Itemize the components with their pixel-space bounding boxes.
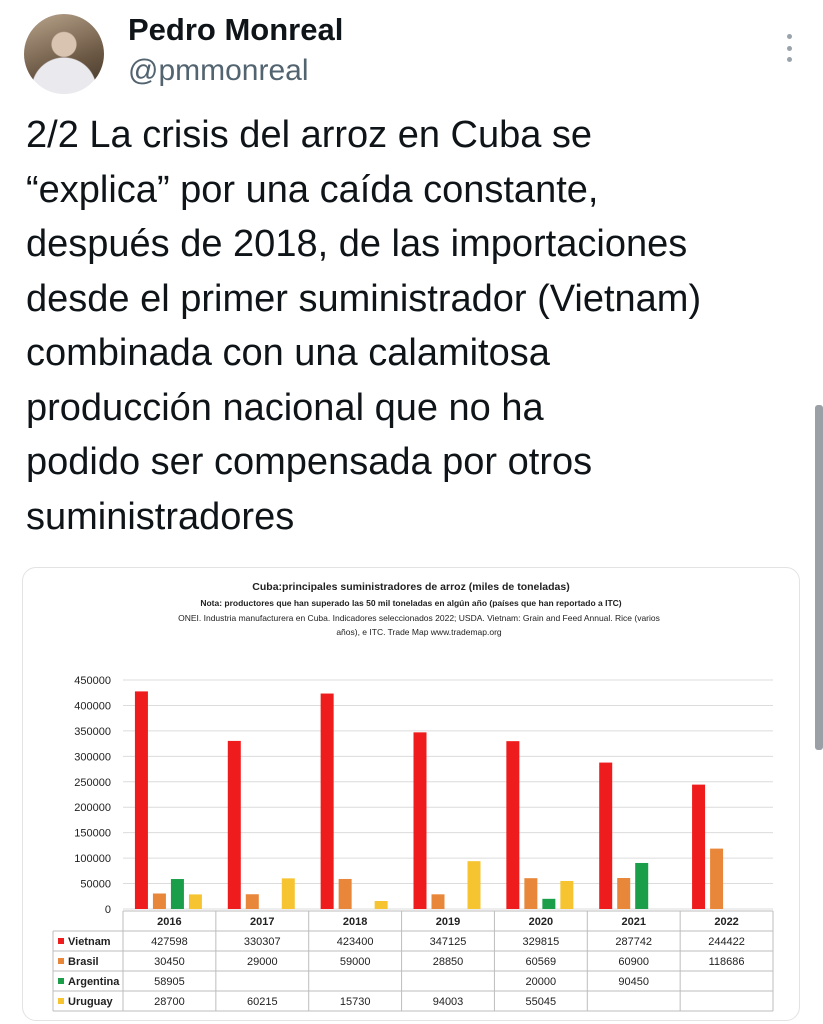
x-tick-label: 2021 bbox=[621, 916, 645, 928]
data-label: 118686 bbox=[709, 956, 745, 968]
legend-label-brasil: Brasil bbox=[68, 956, 99, 968]
more-dot bbox=[786, 34, 792, 39]
data-label: 28850 bbox=[433, 956, 464, 968]
tweet-line: desde el primer suministrador (Vietnam) bbox=[26, 277, 702, 320]
author-handle[interactable]: @pmmonreal bbox=[128, 54, 309, 87]
data-label: 30450 bbox=[154, 956, 185, 968]
legend-label-uruguay: Uruguay bbox=[68, 996, 114, 1008]
data-label: 427598 bbox=[151, 936, 188, 948]
data-label: 55045 bbox=[526, 996, 557, 1008]
data-label: 29000 bbox=[247, 956, 278, 968]
tweet-text: 2/2 La crisis del arroz en Cuba se “expl… bbox=[26, 108, 796, 544]
data-label: 423400 bbox=[337, 936, 374, 948]
y-tick-label: 350000 bbox=[74, 726, 111, 738]
bar-brasil-2016 bbox=[152, 893, 166, 909]
data-label: 59000 bbox=[340, 956, 371, 968]
x-tick-label: 2019 bbox=[436, 916, 460, 928]
y-tick-label: 150000 bbox=[74, 828, 111, 840]
author-name[interactable]: Pedro Monreal bbox=[128, 12, 344, 47]
bar-argentina-2020 bbox=[542, 898, 556, 909]
bar-vietnam-2017 bbox=[227, 740, 241, 909]
data-label: 20000 bbox=[526, 976, 557, 988]
scrollbar[interactable] bbox=[815, 405, 823, 750]
tweet-line: combinada con una calamitosa bbox=[26, 332, 550, 374]
data-label: 287742 bbox=[615, 936, 652, 948]
y-tick-label: 0 bbox=[105, 904, 111, 916]
data-label: 28700 bbox=[154, 996, 185, 1008]
bar-brasil-2020 bbox=[524, 878, 538, 909]
chart-title: Cuba:principales suministradores de arro… bbox=[252, 581, 569, 593]
x-tick-label: 2018 bbox=[343, 916, 367, 928]
data-label: 90450 bbox=[618, 976, 649, 988]
bar-vietnam-2019 bbox=[413, 732, 427, 909]
x-tick-label: 2022 bbox=[714, 916, 738, 928]
tweet-line: 2/2 La crisis del arroz en Cuba se bbox=[26, 114, 593, 156]
chart-note: Nota: productores que han superado las 5… bbox=[200, 598, 621, 608]
data-label: 58905 bbox=[154, 976, 185, 988]
legend-swatch-argentina bbox=[58, 978, 64, 984]
bar-vietnam-2020 bbox=[506, 741, 520, 909]
legend-label-vietnam: Vietnam bbox=[68, 936, 111, 948]
bar-uruguay-2018 bbox=[374, 900, 388, 909]
x-tick-label: 2016 bbox=[157, 916, 181, 928]
chart-source-2: años), e ITC. Trade Map www.trademap.org bbox=[336, 627, 502, 637]
legend-label-argentina: Argentina bbox=[68, 976, 120, 988]
data-label: 347125 bbox=[430, 936, 467, 948]
bar-brasil-2021 bbox=[617, 878, 631, 909]
bar-argentina-2016 bbox=[170, 879, 184, 909]
y-tick-label: 50000 bbox=[80, 879, 111, 891]
legend-swatch-uruguay bbox=[58, 998, 64, 1004]
x-tick-label: 2017 bbox=[250, 916, 274, 928]
tweet-line: “explica” por una caída constante, bbox=[26, 168, 599, 211]
y-tick-label: 400000 bbox=[74, 700, 111, 712]
data-label: 244422 bbox=[708, 936, 745, 948]
data-label: 15730 bbox=[340, 996, 371, 1008]
tweet-line: suministradores bbox=[26, 495, 295, 538]
bar-brasil-2018 bbox=[338, 878, 352, 909]
data-label: 60215 bbox=[247, 996, 278, 1008]
avatar[interactable] bbox=[24, 14, 104, 94]
bar-brasil-2019 bbox=[431, 894, 445, 909]
bar-vietnam-2022 bbox=[692, 784, 706, 909]
data-label: 330307 bbox=[244, 936, 281, 948]
y-tick-label: 200000 bbox=[74, 802, 111, 814]
more-dot bbox=[786, 45, 792, 51]
bar-vietnam-2016 bbox=[134, 691, 148, 909]
y-tick-label: 450000 bbox=[74, 675, 111, 687]
y-tick-label: 300000 bbox=[74, 751, 111, 763]
legend-swatch-vietnam bbox=[58, 938, 64, 944]
bar-vietnam-2021 bbox=[599, 762, 613, 909]
tweet-line: producción nacional que no ha bbox=[26, 386, 544, 429]
bar-uruguay-2020 bbox=[560, 880, 574, 909]
chart-svg: Cuba:principales suministradores de arro… bbox=[52, 581, 774, 1012]
data-label: 94003 bbox=[433, 996, 464, 1008]
legend-swatch-brasil bbox=[58, 958, 64, 964]
bar-brasil-2022 bbox=[710, 848, 724, 909]
tweet-line: podido ser compensada por otros bbox=[26, 441, 593, 483]
tweet-line: después de 2018, de las importaciones bbox=[26, 223, 688, 265]
data-label: 329815 bbox=[522, 936, 559, 948]
more-dot bbox=[786, 57, 792, 62]
y-tick-label: 250000 bbox=[74, 777, 111, 789]
chart-image[interactable]: Cuba:principales suministradores de arro… bbox=[22, 567, 800, 1021]
bar-vietnam-2018 bbox=[320, 693, 334, 909]
bar-uruguay-2017 bbox=[281, 878, 295, 909]
chart-source-1: ONEI. Industria manufacturera en Cuba. I… bbox=[178, 613, 660, 623]
bar-uruguay-2019 bbox=[467, 861, 481, 909]
bar-argentina-2021 bbox=[635, 862, 649, 909]
bar-brasil-2017 bbox=[245, 894, 259, 909]
data-label: 60569 bbox=[526, 956, 557, 968]
bar-uruguay-2016 bbox=[188, 894, 202, 909]
x-tick-label: 2020 bbox=[529, 916, 553, 928]
data-label: 60900 bbox=[618, 956, 649, 968]
more-vertical-icon[interactable] bbox=[785, 34, 793, 62]
y-tick-label: 100000 bbox=[74, 853, 111, 865]
